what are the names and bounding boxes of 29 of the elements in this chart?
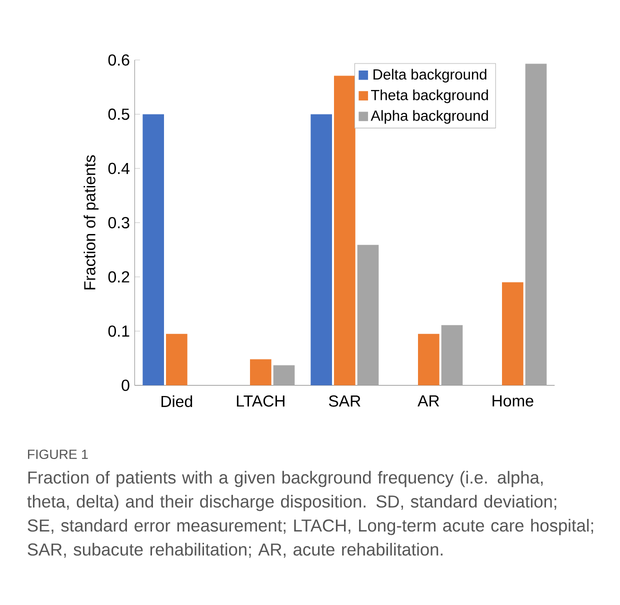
y-tick-label: 0 xyxy=(122,380,130,391)
bar xyxy=(142,114,164,386)
bar xyxy=(250,359,272,386)
x-tick-label: SAR xyxy=(328,395,360,407)
bar xyxy=(166,334,188,386)
bar xyxy=(273,365,295,386)
y-tick-label: 0.5 xyxy=(108,108,130,120)
bar xyxy=(418,334,440,386)
x-tick-label: LTACH xyxy=(236,395,284,407)
y-tick-label: 0.2 xyxy=(108,271,130,283)
bar xyxy=(357,244,379,386)
y-tick-label: 0.1 xyxy=(108,325,130,337)
caption: FIGURE 1 xyxy=(28,450,88,460)
bar xyxy=(310,114,332,386)
bar xyxy=(502,282,524,386)
legend-label: Theta background xyxy=(371,89,488,104)
x-tick-label: Home xyxy=(492,395,534,407)
legend-label: Alpha background xyxy=(370,110,488,124)
x-tick-label: AR xyxy=(418,395,440,406)
bar xyxy=(334,76,356,386)
y-tick-label: 0.4 xyxy=(108,162,130,174)
legend-label: Delta background xyxy=(374,68,486,83)
y-tick-label: 0.6 xyxy=(108,54,130,66)
y-axis-title: Fraction of patients xyxy=(84,155,99,290)
y-tick-label: 0.3 xyxy=(108,217,130,228)
text: Fraction of patients with a given background frequency (i.e. alpha, theta, delta) and their discharge disposition. SD, standard deviation; SE, standard error measurement; LTACH, Long-term acute care hospital; SAR, subacute rehabilitation; AR, acute rehabilitation. xyxy=(27,470,594,558)
x-tick-label: Died xyxy=(162,395,192,408)
bar xyxy=(525,64,547,386)
bar xyxy=(441,325,463,386)
